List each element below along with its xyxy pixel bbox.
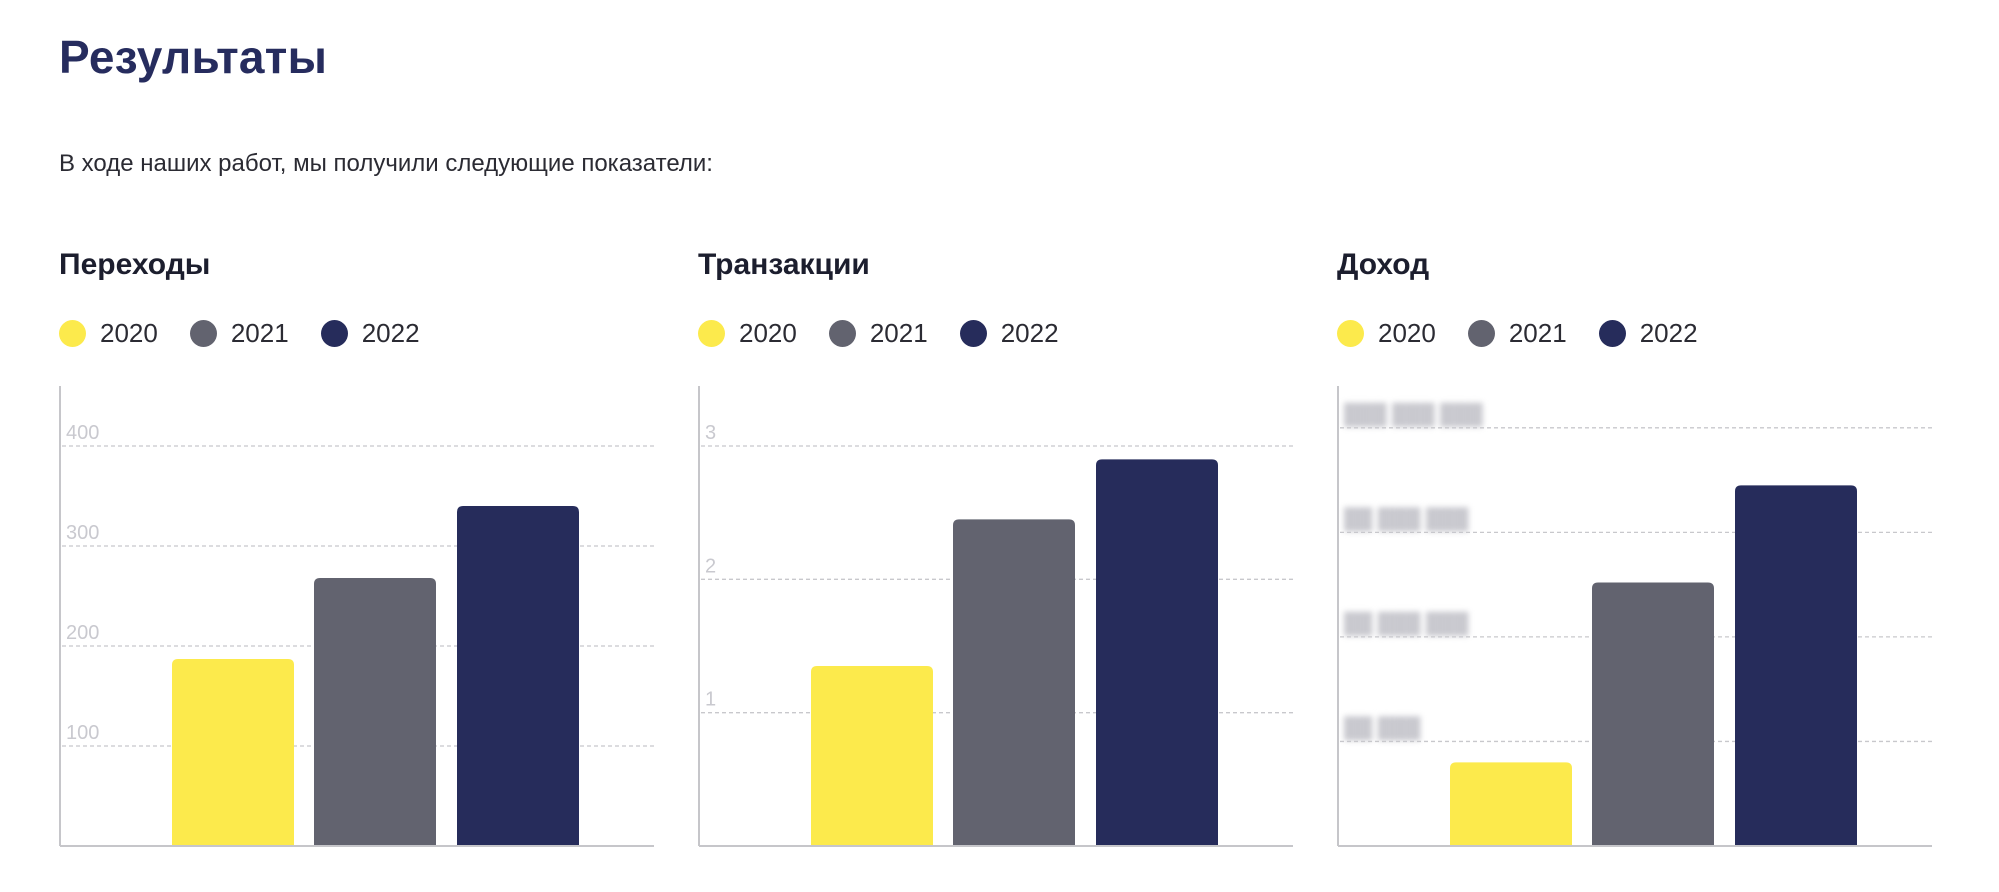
legend-item-2022: 2022: [320, 318, 420, 349]
legend-dot: [59, 320, 86, 347]
legend-dot: [828, 320, 856, 347]
bar-2020: [811, 666, 933, 846]
bar-chart-plot: ██ ███ ██ ███ ███ ██ ███ ███ ███ ███ ███: [1337, 386, 1932, 847]
page-title: Результаты: [59, 31, 328, 83]
bar-chart-plot: 100 200 300 400: [59, 386, 654, 847]
legend-label: 2020: [739, 318, 797, 348]
y-tick-label: 2: [705, 555, 716, 577]
chart-legend: 2020 2021 2022: [59, 318, 452, 349]
legend-dot: [959, 320, 987, 347]
legend-item-2020: 2020: [698, 318, 797, 349]
legend-item-2020: 2020: [1337, 318, 1436, 349]
chart-transitions: Переходы 2020 2021 2022 100 200 300 400: [59, 248, 659, 868]
legend-item-2021: 2021: [189, 318, 289, 349]
legend-item-2021: 2021: [828, 318, 928, 349]
legend-item-2020: 2020: [59, 318, 158, 349]
bar-2020: [172, 659, 294, 846]
y-tick-label: ██ ███ ███: [1344, 611, 1469, 637]
bar-2021: [953, 519, 1075, 846]
legend-label: 2021: [869, 318, 928, 348]
legend-item-2022: 2022: [1598, 318, 1698, 349]
legend-dot: [320, 320, 348, 347]
chart-transactions: Транзакции 2020 2021 2022 1 2 3: [698, 248, 1298, 868]
legend-label: 2021: [1508, 318, 1567, 348]
legend-label: 2021: [230, 318, 289, 348]
legend-label: 2022: [361, 318, 420, 348]
y-tick-label: ██ ███ ███: [1344, 506, 1469, 532]
legend-dot: [1598, 320, 1626, 347]
y-tick-label: 400: [66, 422, 99, 444]
y-tick-label: 1: [705, 689, 716, 711]
chart-title: Транзакции: [698, 248, 870, 281]
chart-revenue: Доход 2020 2021 2022 ██ ███ ██ ███ ███ ██ ███ …: [1337, 248, 1937, 868]
legend-dot: [189, 320, 217, 347]
legend-label: 2020: [1378, 318, 1436, 348]
legend-label: 2020: [100, 318, 158, 348]
y-tick-label: ██ ███: [1344, 715, 1421, 741]
legend-label: 2022: [1000, 318, 1059, 348]
bar-2021: [1592, 582, 1714, 846]
legend-dot: [1467, 320, 1495, 347]
chart-legend: 2020 2021 2022: [1337, 318, 1730, 349]
bar-2022: [1096, 459, 1218, 846]
y-tick-label: 3: [705, 422, 716, 444]
y-tick-label: 300: [66, 522, 99, 544]
legend-item-2021: 2021: [1467, 318, 1567, 349]
intro-text: В ходе наших работ, мы получили следующи…: [59, 150, 713, 177]
chart-title: Доход: [1337, 248, 1430, 281]
legend-dot: [1337, 320, 1364, 347]
bar-chart-plot: 1 2 3: [698, 386, 1293, 847]
legend-item-2022: 2022: [959, 318, 1059, 349]
bar-2022: [457, 506, 579, 846]
legend-label: 2022: [1639, 318, 1698, 348]
chart-title: Переходы: [59, 248, 211, 281]
y-tick-label: 200: [66, 622, 99, 644]
bar-2021: [314, 578, 436, 846]
legend-dot: [698, 320, 725, 347]
bar-2020: [1450, 762, 1572, 846]
bar-2022: [1735, 485, 1857, 846]
y-tick-label: ███ ███ ███: [1344, 402, 1483, 428]
chart-legend: 2020 2021 2022: [698, 318, 1091, 349]
y-tick-label: 100: [66, 722, 99, 744]
